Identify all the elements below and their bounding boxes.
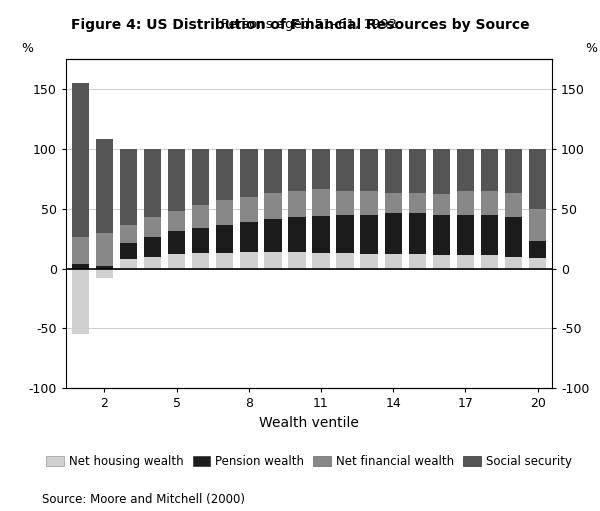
Bar: [505, 149, 522, 193]
Bar: [216, 200, 233, 225]
Bar: [481, 149, 498, 191]
Bar: [361, 254, 378, 268]
Bar: [529, 149, 546, 208]
Bar: [409, 193, 426, 214]
Title: Persons aged 51–61, 1992: Persons aged 51–61, 1992: [221, 18, 397, 31]
Bar: [72, 268, 89, 334]
Bar: [505, 193, 522, 217]
Bar: [385, 254, 402, 268]
Bar: [289, 217, 305, 252]
Bar: [457, 256, 474, 268]
Bar: [72, 264, 89, 268]
Bar: [192, 149, 209, 205]
Bar: [481, 256, 498, 268]
Bar: [337, 191, 354, 215]
Bar: [313, 149, 329, 190]
Bar: [96, 139, 113, 233]
Bar: [96, 266, 113, 268]
Bar: [120, 243, 137, 259]
Bar: [433, 149, 450, 194]
Bar: [433, 256, 450, 268]
Bar: [313, 216, 329, 253]
Bar: [144, 149, 161, 217]
Text: Source: Moore and Mitchell (2000): Source: Moore and Mitchell (2000): [42, 493, 245, 506]
Bar: [313, 190, 329, 216]
Bar: [361, 191, 378, 215]
Bar: [120, 149, 137, 225]
Bar: [409, 149, 426, 193]
Bar: [505, 217, 522, 257]
Text: Figure 4: US Distribution of Financial Resources by Source: Figure 4: US Distribution of Financial R…: [71, 18, 529, 32]
Bar: [120, 225, 137, 243]
Bar: [192, 253, 209, 268]
Bar: [505, 257, 522, 268]
Text: %: %: [21, 42, 33, 56]
Bar: [144, 217, 161, 237]
Bar: [313, 253, 329, 268]
Bar: [337, 215, 354, 253]
Bar: [192, 228, 209, 253]
Bar: [72, 83, 89, 237]
Bar: [72, 237, 89, 264]
Bar: [409, 254, 426, 268]
Text: %: %: [585, 42, 597, 56]
Bar: [120, 259, 137, 268]
Bar: [264, 149, 281, 193]
Bar: [457, 215, 474, 256]
Bar: [385, 149, 402, 193]
Bar: [240, 197, 257, 222]
Bar: [168, 231, 185, 254]
Bar: [289, 191, 305, 217]
Bar: [481, 215, 498, 256]
Bar: [289, 149, 305, 191]
Bar: [409, 214, 426, 254]
Bar: [433, 215, 450, 256]
Bar: [96, 233, 113, 266]
Bar: [385, 193, 402, 214]
Bar: [337, 253, 354, 268]
Bar: [457, 149, 474, 191]
Bar: [168, 149, 185, 211]
Bar: [289, 252, 305, 268]
Bar: [385, 214, 402, 254]
Bar: [168, 211, 185, 231]
X-axis label: Wealth ventile: Wealth ventile: [259, 416, 359, 430]
Bar: [264, 252, 281, 268]
Bar: [361, 149, 378, 191]
Legend: Net housing wealth, Pension wealth, Net financial wealth, Social security: Net housing wealth, Pension wealth, Net …: [41, 450, 577, 473]
Bar: [240, 252, 257, 268]
Bar: [144, 257, 161, 268]
Bar: [529, 241, 546, 258]
Bar: [433, 194, 450, 215]
Bar: [216, 253, 233, 268]
Bar: [192, 205, 209, 228]
Bar: [240, 149, 257, 197]
Bar: [264, 193, 281, 219]
Bar: [216, 149, 233, 200]
Bar: [529, 208, 546, 241]
Bar: [457, 191, 474, 215]
Bar: [144, 237, 161, 257]
Bar: [240, 222, 257, 252]
Bar: [529, 258, 546, 268]
Bar: [216, 225, 233, 253]
Bar: [264, 219, 281, 252]
Bar: [168, 254, 185, 268]
Bar: [96, 268, 113, 278]
Bar: [361, 215, 378, 254]
Bar: [337, 149, 354, 191]
Bar: [481, 191, 498, 215]
